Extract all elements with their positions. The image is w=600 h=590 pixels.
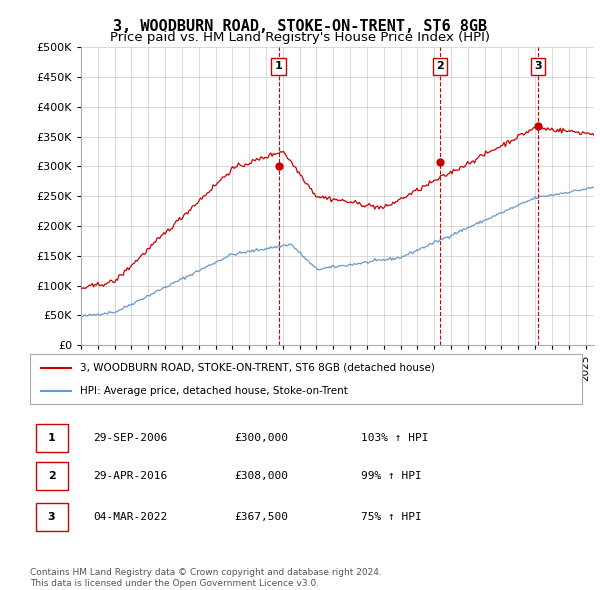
FancyBboxPatch shape xyxy=(30,354,582,404)
Text: HPI: Average price, detached house, Stoke-on-Trent: HPI: Average price, detached house, Stok… xyxy=(80,386,347,396)
Text: £308,000: £308,000 xyxy=(234,471,288,481)
FancyBboxPatch shape xyxy=(35,424,68,453)
Text: 29-APR-2016: 29-APR-2016 xyxy=(94,471,168,481)
Text: £367,500: £367,500 xyxy=(234,512,288,522)
Text: £300,000: £300,000 xyxy=(234,434,288,443)
Text: 3: 3 xyxy=(534,61,542,71)
Text: 04-MAR-2022: 04-MAR-2022 xyxy=(94,512,168,522)
Text: 1: 1 xyxy=(275,61,283,71)
Text: 3: 3 xyxy=(48,512,55,522)
FancyBboxPatch shape xyxy=(35,503,68,531)
Text: Price paid vs. HM Land Registry's House Price Index (HPI): Price paid vs. HM Land Registry's House … xyxy=(110,31,490,44)
Text: 1: 1 xyxy=(47,434,55,443)
Text: 3, WOODBURN ROAD, STOKE-ON-TRENT, ST6 8GB: 3, WOODBURN ROAD, STOKE-ON-TRENT, ST6 8G… xyxy=(113,19,487,34)
Text: 29-SEP-2006: 29-SEP-2006 xyxy=(94,434,168,443)
FancyBboxPatch shape xyxy=(35,463,68,490)
Text: Contains HM Land Registry data © Crown copyright and database right 2024.
This d: Contains HM Land Registry data © Crown c… xyxy=(30,568,382,588)
Text: 75% ↑ HPI: 75% ↑ HPI xyxy=(361,512,422,522)
Text: 2: 2 xyxy=(436,61,443,71)
Text: 103% ↑ HPI: 103% ↑ HPI xyxy=(361,434,428,443)
Text: 3, WOODBURN ROAD, STOKE-ON-TRENT, ST6 8GB (detached house): 3, WOODBURN ROAD, STOKE-ON-TRENT, ST6 8G… xyxy=(80,362,434,372)
Text: 2: 2 xyxy=(47,471,55,481)
Text: 99% ↑ HPI: 99% ↑ HPI xyxy=(361,471,422,481)
